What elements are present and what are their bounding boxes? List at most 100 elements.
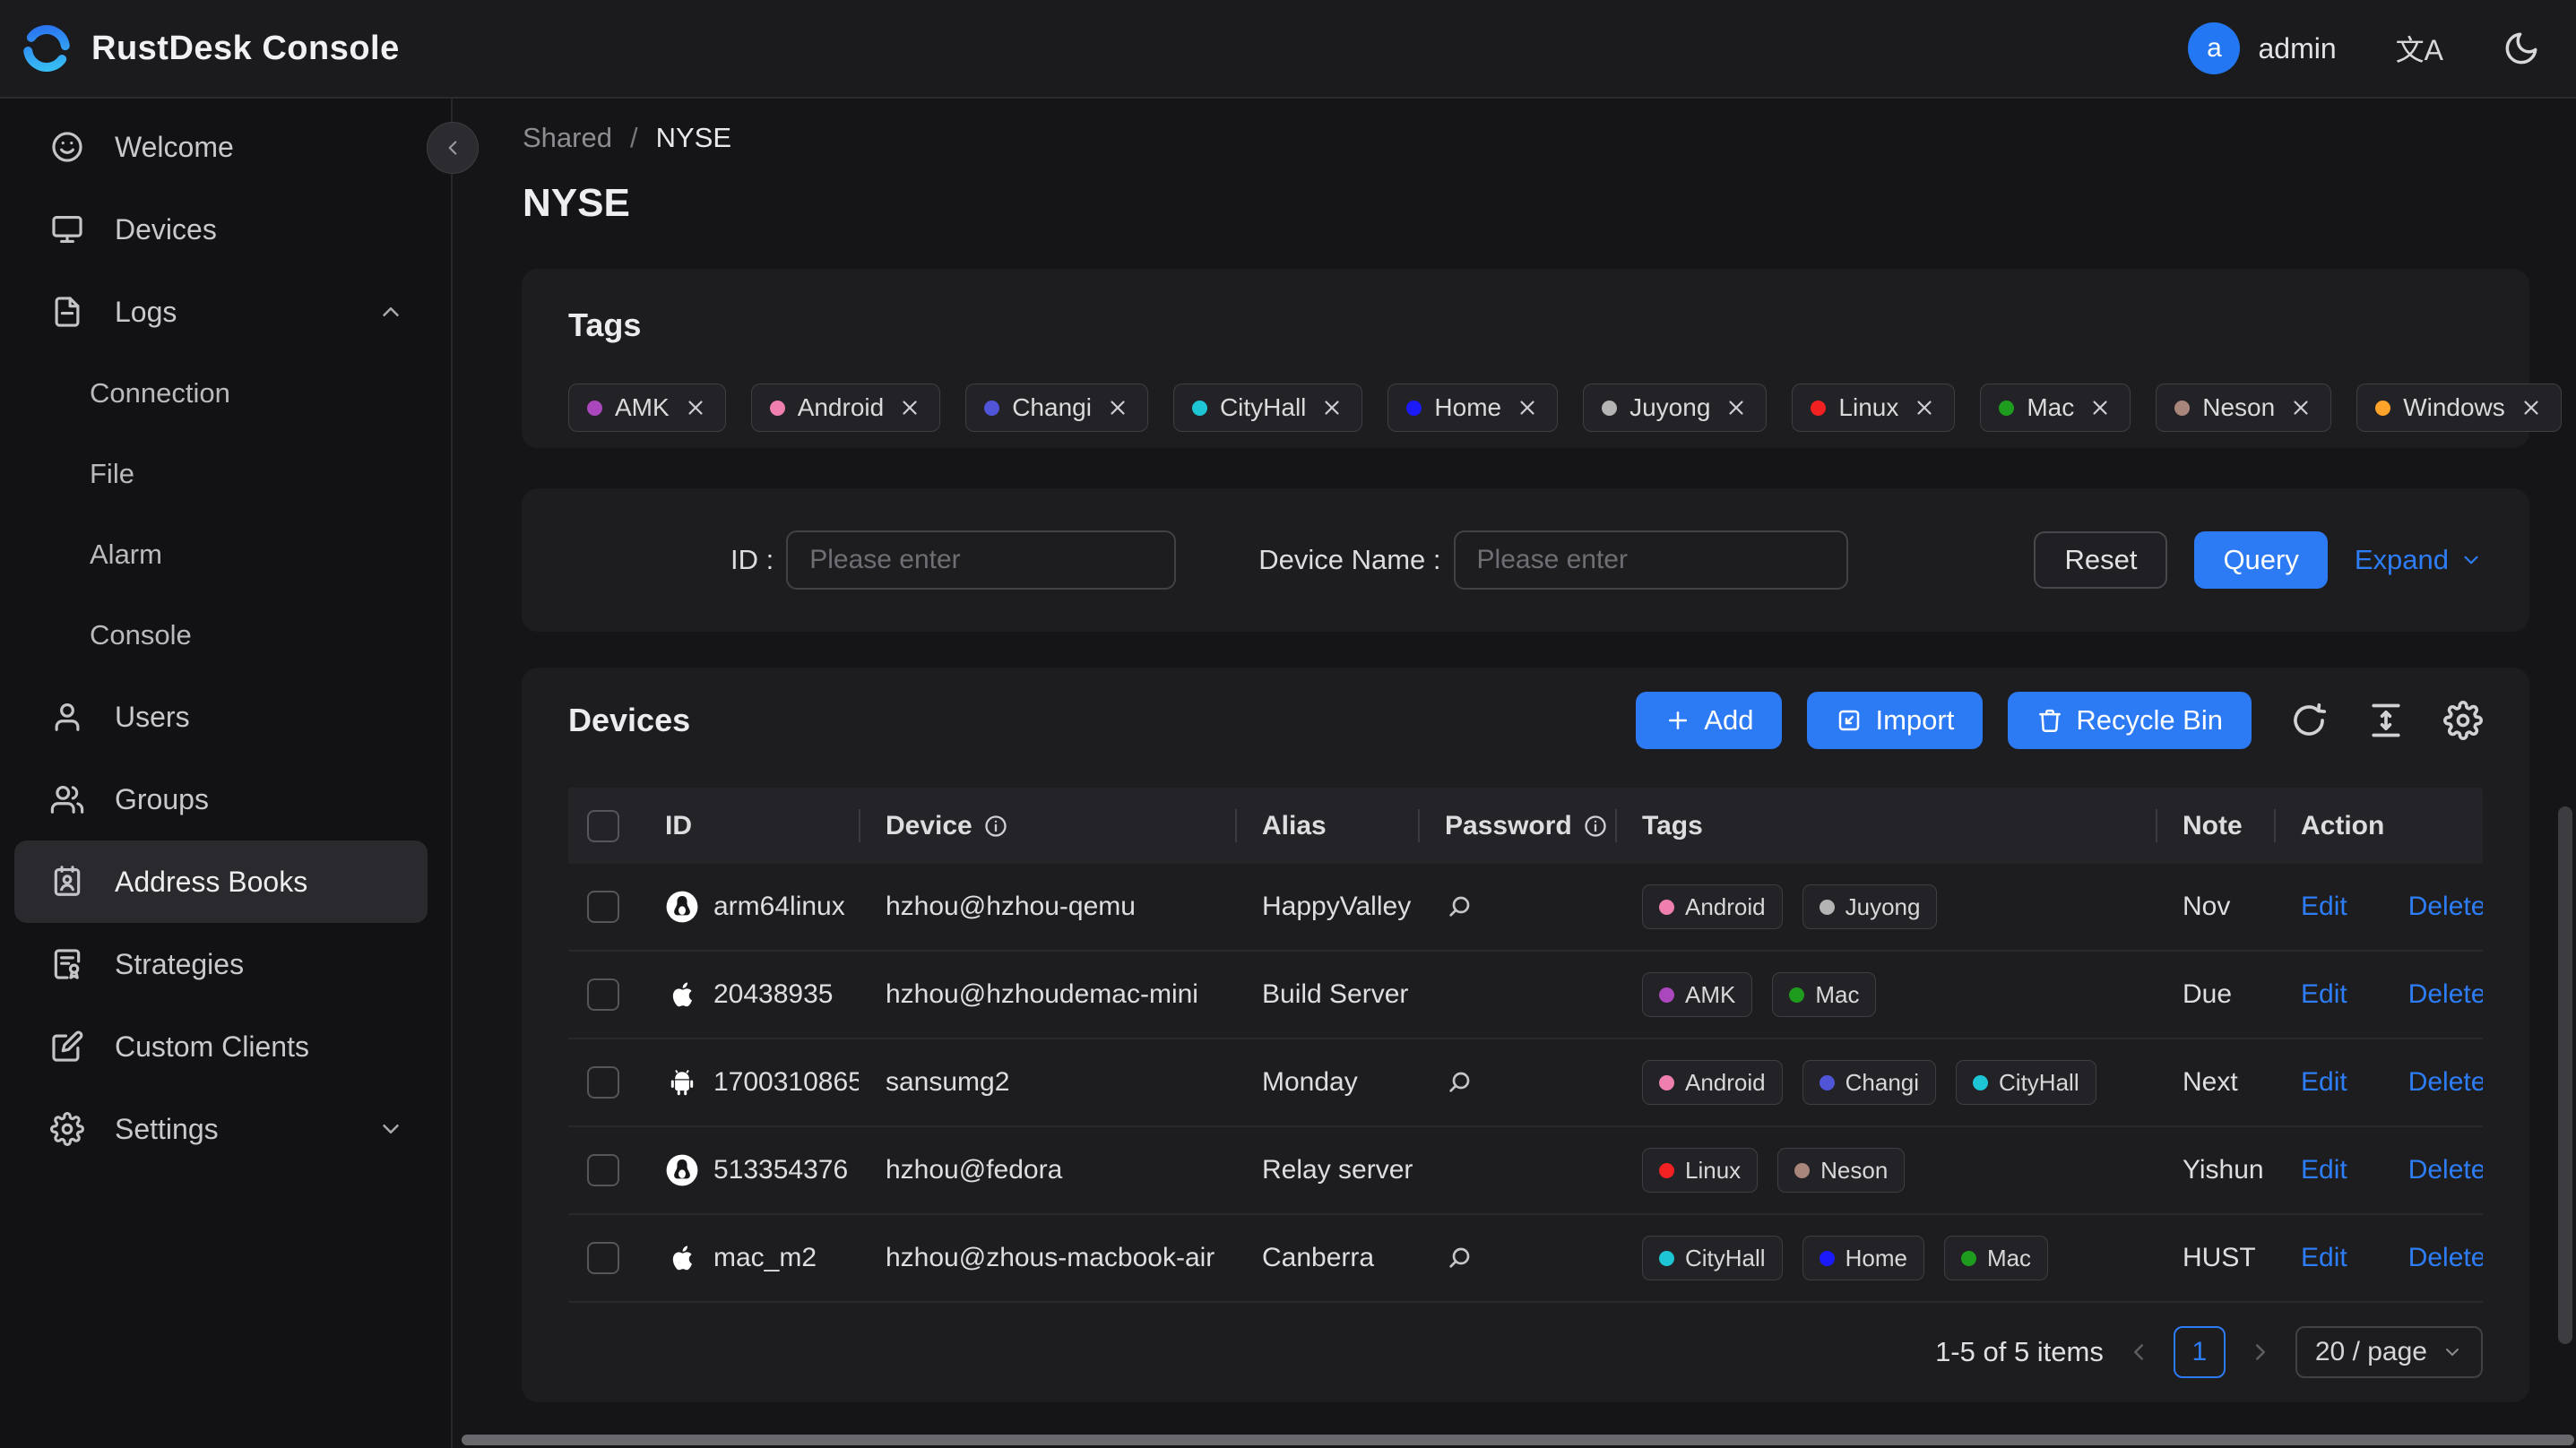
sidebar-subitem-label: File [90,458,134,489]
reveal-password-magnifier-icon[interactable] [1445,1244,1474,1272]
vertical-scrollbar-thumb[interactable] [2558,806,2572,1344]
tag-chip[interactable]: Android [750,384,941,432]
table-settings-gear-icon[interactable] [2443,701,2483,740]
sidebar-item-settings[interactable]: Settings [14,1088,428,1170]
sidebar-item-address-books[interactable]: Address Books [14,840,428,923]
row-checkbox[interactable] [587,978,619,1011]
previous-page-chevron-icon[interactable] [2125,1339,2152,1366]
info-icon[interactable] [983,814,1008,839]
tag-label: Android [1685,892,1766,920]
expand-link[interactable]: Expand [2355,544,2483,576]
close-icon[interactable] [1320,396,1344,419]
edit-link[interactable]: Edit [2301,1067,2347,1097]
tag-color-dot [1973,1074,1989,1090]
edit-link[interactable]: Edit [2301,1155,2347,1185]
column-header-label: Alias [1262,810,1327,840]
id-filter-input[interactable] [786,530,1177,590]
reveal-password-magnifier-icon[interactable] [1445,1068,1474,1097]
column-header-label: Tags [1642,810,1703,840]
close-icon[interactable] [2520,396,2543,419]
column-header-label: Action [2301,810,2385,840]
reset-button[interactable]: Reset [2034,531,2168,589]
row-checkbox[interactable] [587,891,619,923]
device-name-filter-input[interactable] [1453,530,1848,590]
tag-chip[interactable]: Home [1387,384,1559,432]
dark-mode-moon-icon[interactable] [2503,30,2540,67]
tag-chip: Mac [1943,1236,2049,1280]
tag-chip: Neson [1777,1148,1906,1193]
delete-link[interactable]: Delete [2407,892,2483,921]
breadcrumb-parent[interactable]: Shared [523,122,612,153]
delete-link[interactable]: Delete [2407,1155,2483,1185]
import-button[interactable]: Import [1807,692,1984,749]
delete-link[interactable]: Delete [2407,979,2483,1009]
close-icon[interactable] [1106,396,1129,419]
tag-chip[interactable]: Linux [1792,384,1956,432]
sidebar-collapse-button[interactable] [427,122,479,174]
recycle-bin-button[interactable]: Recycle Bin [2008,692,2252,749]
close-icon[interactable] [2289,396,2312,419]
page-size-select[interactable]: 20 / page [2295,1326,2483,1378]
sidebar-item-groups[interactable]: Groups [14,758,428,840]
info-icon[interactable] [1583,814,1608,839]
page-number-button[interactable]: 1 [2173,1326,2226,1378]
user-menu[interactable]: a admin [2188,22,2337,74]
sidebar-item-logs[interactable]: Logs [14,271,428,353]
select-all-checkbox[interactable] [587,809,619,842]
next-page-chevron-icon[interactable] [2247,1339,2274,1366]
tag-chip[interactable]: Windows [2356,384,2562,432]
tag-color-dot [1659,899,1674,915]
edit-link[interactable]: Edit [2301,1243,2347,1272]
sidebar-item-file[interactable]: File [0,434,451,514]
add-button[interactable]: Add [1636,692,1783,749]
sidebar-item-connection[interactable]: Connection [0,353,451,434]
tag-chip[interactable]: CityHall [1172,384,1363,432]
edit-link[interactable]: Edit [2301,979,2347,1009]
sidebar-item-users[interactable]: Users [14,676,428,758]
tag-label: Neson [1820,1156,1889,1184]
devices-card: Devices Add Import Recycle Bin [522,668,2529,1402]
horizontal-scrollbar-thumb[interactable] [462,1435,2574,1445]
close-icon[interactable] [684,396,707,419]
column-header-alias: Alias [1235,788,1418,864]
row-checkbox[interactable] [587,1066,619,1099]
reveal-password-magnifier-icon[interactable] [1445,892,1474,921]
row-checkbox[interactable] [587,1242,619,1274]
edit-link[interactable]: Edit [2301,892,2347,921]
close-icon[interactable] [1913,396,1936,419]
column-header-device: Device [859,788,1235,864]
id-cell: 1700310865 [638,1065,859,1099]
refresh-icon[interactable] [2289,701,2329,740]
sidebar-item-alarm[interactable]: Alarm [0,514,451,595]
row-checkbox[interactable] [587,1154,619,1186]
row-height-icon[interactable] [2366,701,2406,740]
tag-chip[interactable]: Changi [965,384,1148,432]
tags-card-title: Tags [568,306,642,343]
tag-chip[interactable]: Neson [2156,384,2332,432]
close-icon[interactable] [1516,396,1539,419]
delete-link[interactable]: Delete [2407,1243,2483,1272]
query-button[interactable]: Query [2194,531,2328,589]
apple-os-icon [665,978,699,1012]
sidebar-item-console[interactable]: Console [0,595,451,676]
close-icon[interactable] [2088,396,2112,419]
tag-chip[interactable]: Juyong [1583,384,1768,432]
translate-icon[interactable]: 文A [2395,34,2443,66]
chevron-up-icon [377,298,404,325]
tag-chip[interactable]: AMK [568,384,726,432]
sidebar-item-custom-clients[interactable]: Custom Clients [14,1005,428,1088]
device-cell: sansumg2 [859,1067,1235,1098]
close-icon[interactable] [1725,396,1748,419]
close-icon[interactable] [898,396,921,419]
tag-chip[interactable]: Mac [1980,384,2131,432]
delete-link[interactable]: Delete [2407,1067,2483,1097]
avatar[interactable]: a [2188,22,2241,74]
tag-color-dot [769,400,785,416]
page-title: NYSE [523,181,630,225]
sidebar-item-strategies[interactable]: Strategies [14,923,428,1005]
note-cell: Yishun [2156,1155,2274,1185]
sidebar-item-devices[interactable]: Devices [14,188,428,271]
sidebar-item-welcome[interactable]: Welcome [14,106,428,188]
action-cell: Edit Delete [2274,892,2483,922]
